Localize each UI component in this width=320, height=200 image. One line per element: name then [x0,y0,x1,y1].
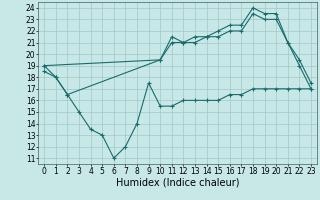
X-axis label: Humidex (Indice chaleur): Humidex (Indice chaleur) [116,177,239,187]
